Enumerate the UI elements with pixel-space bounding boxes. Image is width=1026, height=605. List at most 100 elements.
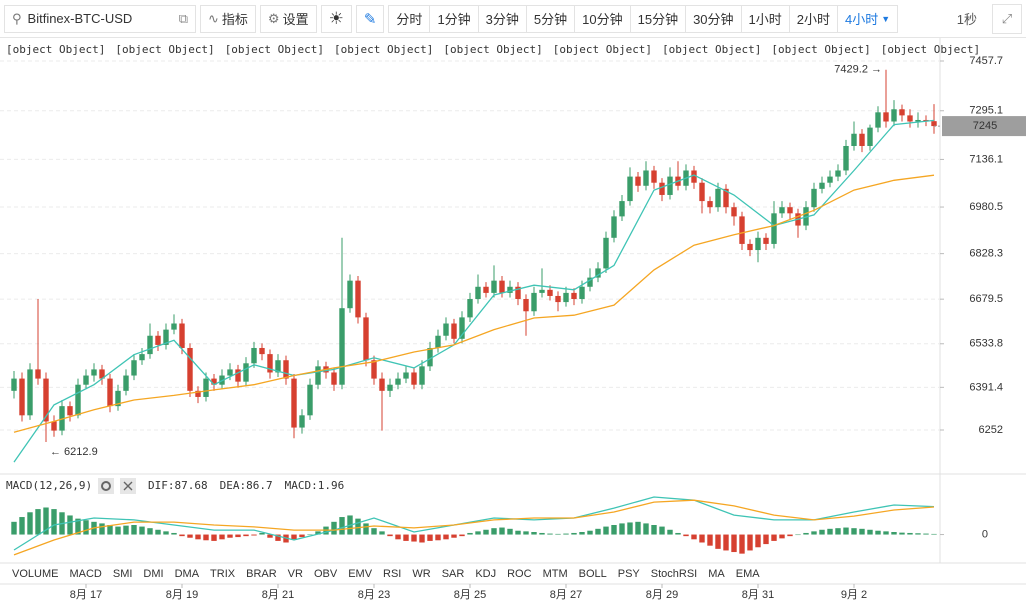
indicator-tab[interactable]: VR	[288, 568, 303, 580]
candle-body	[419, 366, 425, 385]
indicators-label: 指标	[221, 12, 248, 27]
macd-bar	[603, 526, 609, 535]
indicator-tab[interactable]: KDJ	[475, 568, 496, 580]
period-group: 分时 1分钟 3分钟 5分钟 10分钟 15分钟 30分钟 1小时 2小时 4小时 ▼	[388, 4, 899, 33]
period-button[interactable]: 分时	[388, 4, 431, 33]
period-button[interactable]: 3分钟	[478, 4, 527, 33]
period-button[interactable]: 10分钟	[575, 4, 631, 33]
period-button[interactable]: 15分钟	[630, 4, 687, 33]
indicator-tab[interactable]: MA	[708, 568, 725, 580]
macd-bar	[419, 534, 425, 543]
candle-body	[563, 292, 569, 303]
refresh-interval: 1秒	[949, 4, 984, 33]
period-button[interactable]: 2小时	[789, 4, 839, 33]
y-tick-label: 7136.1	[969, 153, 1003, 165]
candle-body	[315, 366, 321, 385]
candle-body	[411, 372, 417, 385]
indicator-tab[interactable]: DMI	[143, 568, 163, 580]
indicator-tab[interactable]: TRIX	[210, 568, 236, 580]
chart: [object Object] [object Object] [object Ob…	[0, 38, 1026, 601]
indicators-button[interactable]: ∿ 指标	[200, 4, 256, 33]
macd-bar	[435, 534, 441, 541]
macd-bar	[611, 525, 617, 535]
macd-bar	[539, 532, 545, 535]
macd-bar	[243, 534, 249, 537]
macd-bar	[19, 517, 25, 535]
macd-bar	[339, 517, 345, 535]
indicator-tab[interactable]: MACD	[69, 568, 101, 580]
indicator-tab[interactable]: SMI	[113, 568, 133, 580]
candle-body	[179, 323, 185, 348]
candle-body	[51, 421, 57, 431]
macd-bar	[379, 531, 385, 535]
indicator-tab[interactable]: WR	[412, 568, 430, 580]
draw-button[interactable]: ✎	[355, 4, 385, 33]
candle-body	[555, 295, 561, 303]
candle-body	[107, 378, 113, 407]
candle-body	[835, 170, 841, 177]
macd-settings-button[interactable]	[98, 478, 114, 494]
indicator-tab[interactable]: BRAR	[246, 568, 277, 580]
period-button[interactable]: 1分钟	[430, 4, 479, 33]
indicator-tab[interactable]: StochRSI	[651, 568, 697, 580]
macd-bar	[523, 531, 529, 535]
macd-bar	[571, 532, 577, 535]
macd-bar	[99, 523, 105, 535]
macd-bar	[859, 528, 865, 535]
macd-bar	[515, 530, 521, 535]
candle-body	[899, 109, 905, 116]
x-tick-label: 8月 29	[646, 589, 678, 601]
macd-bar	[715, 534, 721, 549]
candle-body	[627, 176, 633, 202]
indicator-tab[interactable]: OBV	[314, 568, 338, 580]
macd-bar	[635, 521, 641, 535]
candle-body	[467, 299, 473, 318]
macd-bar	[707, 534, 713, 546]
indicator-tab[interactable]: VOLUME	[12, 568, 58, 580]
macd-bar	[195, 534, 201, 540]
indicator-tab[interactable]: BOLL	[579, 568, 607, 580]
x-tick-label: 8月 17	[70, 589, 102, 601]
indicator-tab[interactable]: EMV	[348, 568, 373, 580]
macd-bar	[187, 534, 193, 538]
period-button[interactable]: 4小时 ▼	[838, 4, 899, 33]
symbol-selector[interactable]: ⚲ Bitfinex-BTC-USD ⧉	[4, 4, 196, 33]
macd-bar	[427, 534, 433, 541]
candle-body	[395, 378, 401, 385]
indicator-line	[13, 496, 935, 551]
period-button[interactable]: 1小时	[741, 4, 790, 33]
candle-body	[99, 369, 105, 379]
period-button[interactable]: 30分钟	[686, 4, 742, 33]
x-tick-label: 8月 23	[358, 589, 390, 601]
y-tick-label: 6980.5	[969, 201, 1003, 213]
indicator-tab[interactable]: PSY	[618, 568, 641, 580]
indicator-tab[interactable]: EMA	[736, 568, 761, 580]
candle-body	[19, 378, 25, 416]
macd-bar	[683, 534, 689, 537]
indicator-tab[interactable]: SAR	[442, 568, 465, 580]
candle-body	[931, 121, 937, 127]
indicator-tab[interactable]: ROC	[507, 568, 532, 580]
macd-bar	[475, 531, 481, 535]
candle-body	[579, 286, 585, 300]
indicator-tab[interactable]: MTM	[543, 568, 568, 580]
indicator-tab[interactable]: DMA	[175, 568, 200, 580]
candle-body	[67, 406, 73, 416]
macd-bar	[803, 532, 809, 535]
candle-body	[587, 277, 593, 287]
candle-body	[763, 237, 769, 244]
min-annotation: ← 6212.9	[50, 446, 98, 458]
macd-bar	[203, 534, 209, 541]
candle-body	[611, 216, 617, 238]
candle-body	[731, 207, 737, 217]
macd-bar	[331, 521, 337, 535]
candle-body	[459, 317, 465, 339]
candle-body	[851, 133, 857, 146]
indicator-tab[interactable]: RSI	[383, 568, 401, 580]
theme-button[interactable]: ☀	[320, 4, 352, 33]
fullscreen-button[interactable]: ⤢	[992, 3, 1022, 34]
settings-button[interactable]: ⚙ 设置	[259, 4, 317, 33]
candle-body	[883, 112, 889, 122]
period-button[interactable]: 5分钟	[526, 4, 576, 33]
candle-body	[443, 323, 449, 336]
